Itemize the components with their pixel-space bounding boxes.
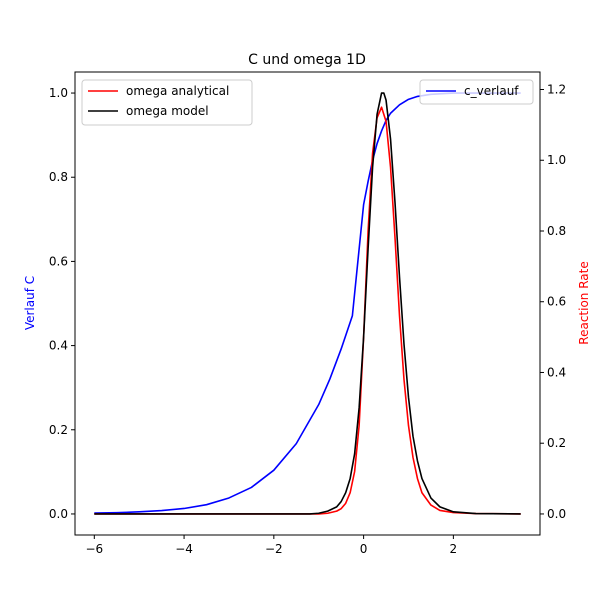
x-tick-label: −4 — [175, 542, 193, 556]
y-right-tick-label: 1.0 — [547, 153, 566, 167]
x-tick-label: −2 — [265, 542, 283, 556]
series-line-omega-analytical — [94, 106, 521, 515]
y-left-tick-label: 0.2 — [49, 423, 68, 437]
y-right-tick-label: 0.8 — [547, 224, 566, 238]
y-right-tick-label: 0.0 — [547, 507, 566, 521]
y-right-tick-label: 0.2 — [547, 436, 566, 450]
legend-right: c_verlauf — [419, 79, 534, 105]
legend-label-c-verlauf: c_verlauf — [464, 84, 519, 98]
plot-frame — [74, 71, 541, 536]
legend-label-omega-analytical: omega analytical — [126, 84, 229, 98]
y-left-tick-label: 0.0 — [49, 507, 68, 521]
y-right-tick-label: 1.2 — [547, 83, 566, 97]
y-left-tick-label: 0.4 — [49, 339, 68, 353]
legend-left: omega analytical omega model — [81, 79, 253, 126]
y-left-tick-label: 0.6 — [49, 254, 68, 268]
legend-right-box — [419, 79, 534, 105]
x-tick-label: 2 — [450, 542, 458, 556]
y-axis-right-label: Reaction Rate — [577, 261, 591, 344]
x-tick-label: 0 — [360, 542, 368, 556]
y-right-tick-label: 0.4 — [547, 365, 566, 379]
y-axis-left: 0.0 0.2 0.4 0.6 0.8 1.0 — [49, 86, 75, 521]
series-line-omega-model — [94, 92, 521, 515]
x-axis: −6 −4 −2 0 2 — [85, 535, 457, 556]
x-tick-label: −6 — [85, 542, 103, 556]
y-axis-right: 0.0 0.2 0.4 0.6 0.8 1.0 1.2 — [540, 83, 566, 521]
y-axis-left-label: Verlauf C — [23, 276, 37, 330]
chart-title: C und omega 1D — [248, 52, 366, 68]
legend-label-omega-model: omega model — [126, 104, 209, 118]
y-left-tick-label: 1.0 — [49, 86, 68, 100]
legend-left-box — [81, 79, 253, 126]
y-right-tick-label: 0.6 — [547, 295, 566, 309]
y-left-tick-label: 0.8 — [49, 170, 68, 184]
